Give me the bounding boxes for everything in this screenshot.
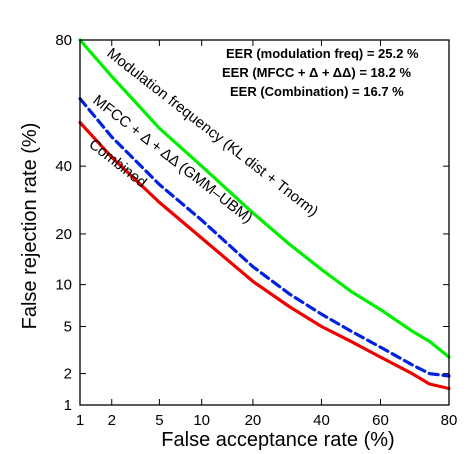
x-tick-label: 60 (372, 412, 389, 429)
y-tick-label: 10 (55, 277, 72, 294)
y-tick-label: 5 (64, 318, 72, 335)
y-tick-label: 20 (55, 226, 72, 243)
eer-annotation-modulation: EER (modulation freq) = 25.2 % (226, 46, 419, 61)
x-tick-label: 40 (313, 412, 330, 429)
x-tick-label: 20 (245, 412, 262, 429)
y-tick-label: 2 (64, 366, 72, 383)
y-axis-label: False rejection rate (%) (19, 123, 41, 330)
plot-frame (79, 39, 450, 406)
y-tick-label: 80 (55, 32, 72, 49)
series-line-mfcc (78, 97, 451, 378)
x-tick-label: 5 (155, 412, 163, 429)
series-line-combined (78, 120, 451, 391)
x-tick-label: 10 (193, 412, 210, 429)
x-tick-label: 1 (76, 412, 84, 429)
series-lines (78, 38, 451, 391)
y-tick-label: 1 (64, 397, 72, 414)
eer-annotation-combination: EER (Combination) = 16.7 % (230, 84, 404, 99)
x-tick-label: 80 (441, 412, 458, 429)
series-line-modulation (78, 38, 451, 359)
x-tick-label: 2 (108, 412, 116, 429)
eer-annotation-mfcc: EER (MFCC + Δ + ΔΔ) = 18.2 % (222, 65, 411, 80)
x-axis-label: False acceptance rate (%) (161, 429, 394, 451)
y-tick-label: 40 (55, 158, 72, 175)
